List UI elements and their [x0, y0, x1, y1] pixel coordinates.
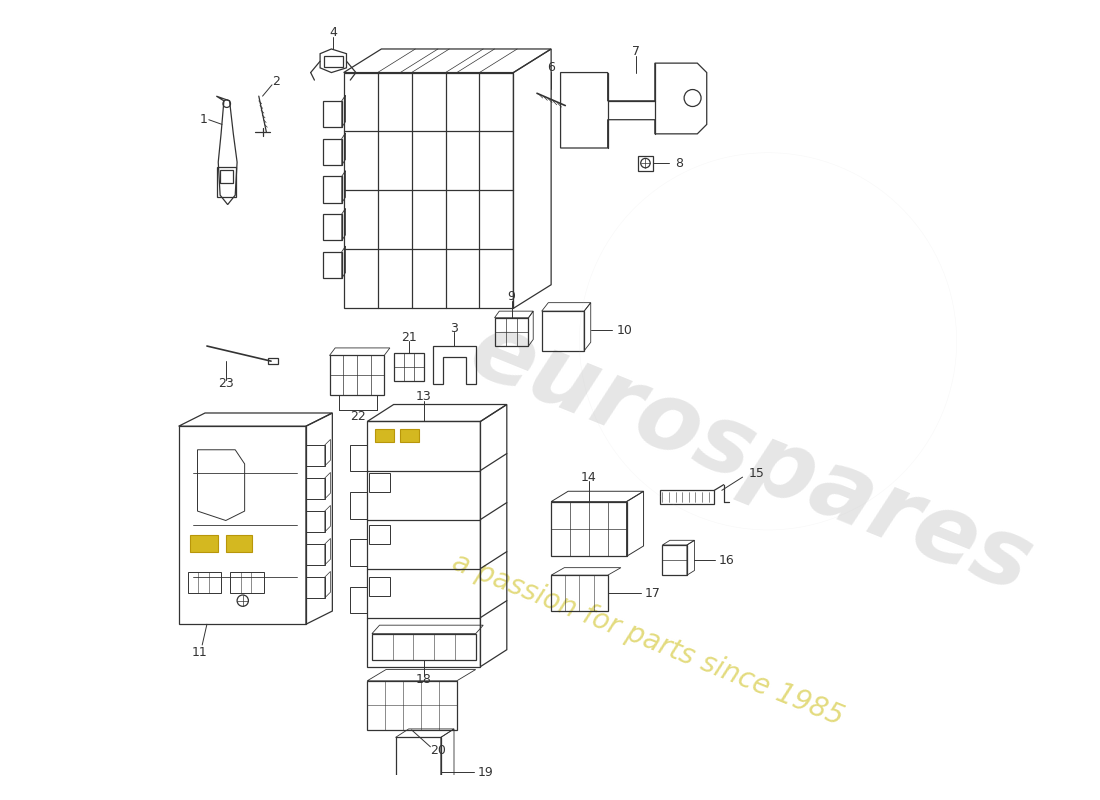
Bar: [541, 311, 584, 350]
Bar: [370, 474, 389, 492]
Bar: [306, 511, 324, 532]
Text: 11: 11: [191, 646, 207, 659]
Bar: [370, 577, 389, 596]
Bar: [323, 214, 342, 241]
Bar: [350, 586, 367, 613]
Bar: [306, 478, 324, 499]
Text: 17: 17: [645, 586, 660, 600]
Bar: [660, 490, 714, 503]
Text: 10: 10: [616, 323, 632, 337]
Text: 19: 19: [477, 766, 493, 778]
Text: 2: 2: [272, 75, 279, 89]
Bar: [190, 534, 218, 552]
Text: 6: 6: [547, 62, 556, 74]
Bar: [306, 544, 324, 565]
Bar: [178, 426, 306, 624]
Text: a passion for parts since 1985: a passion for parts since 1985: [448, 548, 847, 731]
Bar: [188, 572, 221, 593]
Bar: [306, 577, 324, 598]
Text: 4: 4: [329, 26, 338, 39]
Bar: [218, 167, 236, 197]
Bar: [323, 55, 343, 67]
Bar: [370, 526, 389, 544]
Bar: [231, 572, 264, 593]
Bar: [495, 318, 528, 346]
Bar: [551, 502, 627, 556]
Bar: [375, 429, 394, 442]
Bar: [551, 575, 607, 611]
Bar: [220, 170, 233, 183]
Bar: [372, 634, 475, 660]
Bar: [350, 445, 367, 471]
Bar: [226, 534, 252, 552]
Bar: [268, 358, 277, 364]
Bar: [306, 445, 324, 466]
Text: 16: 16: [719, 554, 735, 566]
Text: 15: 15: [748, 467, 764, 480]
Bar: [400, 429, 419, 442]
Text: 1: 1: [199, 114, 207, 126]
Bar: [323, 176, 342, 202]
Bar: [367, 422, 481, 666]
Bar: [343, 73, 514, 308]
Bar: [638, 155, 653, 170]
Bar: [367, 681, 456, 730]
Text: 21: 21: [400, 331, 417, 344]
Text: 23: 23: [218, 378, 233, 390]
Text: 20: 20: [430, 744, 446, 757]
Bar: [350, 539, 367, 566]
Bar: [330, 355, 384, 395]
Bar: [662, 545, 686, 575]
Text: 22: 22: [350, 410, 365, 423]
Text: 7: 7: [632, 46, 640, 58]
Text: eurospares: eurospares: [456, 304, 1045, 613]
Text: 8: 8: [674, 157, 683, 170]
Bar: [323, 252, 342, 278]
Text: 13: 13: [416, 390, 431, 403]
Text: 14: 14: [581, 470, 596, 484]
Text: 9: 9: [507, 290, 516, 303]
Text: 18: 18: [416, 674, 432, 686]
Bar: [394, 353, 424, 381]
Text: 3: 3: [450, 322, 458, 334]
Bar: [323, 101, 342, 127]
Bar: [323, 138, 342, 165]
Bar: [350, 492, 367, 518]
Bar: [396, 738, 441, 790]
